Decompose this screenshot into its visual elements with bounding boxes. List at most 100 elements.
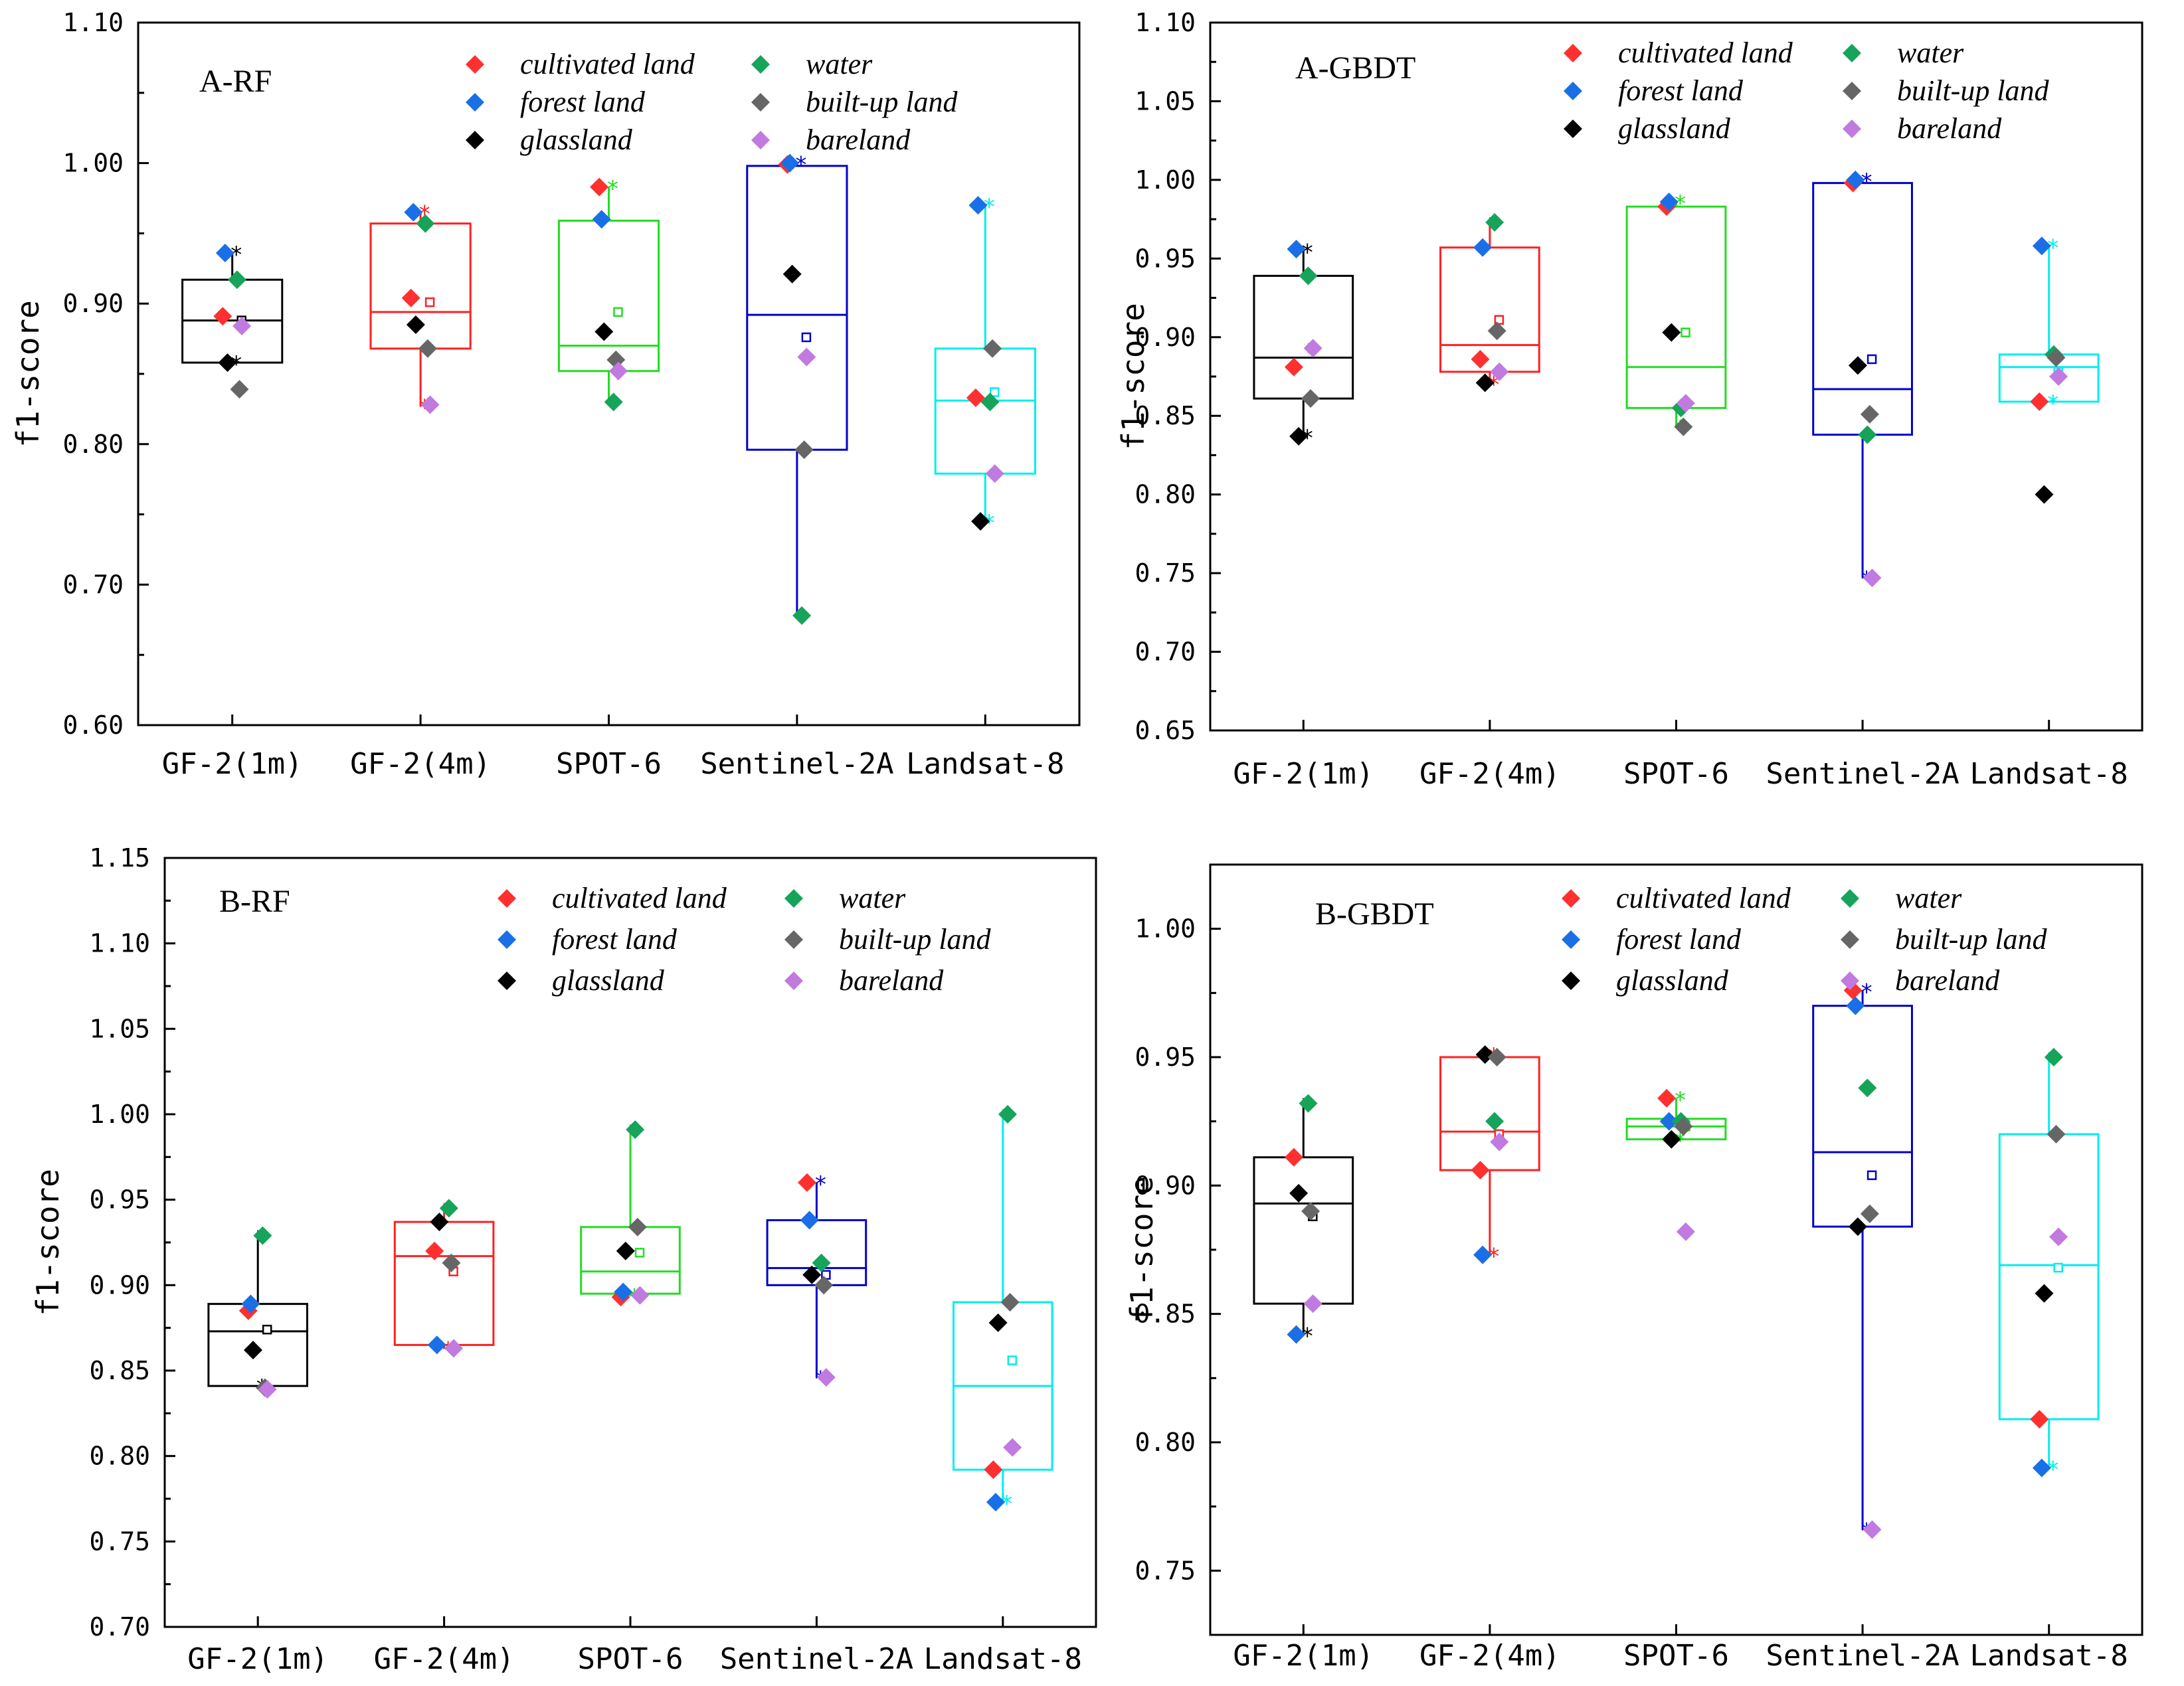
data-point-cultivated-land (590, 177, 609, 197)
box-landsat-8: ** (1998, 234, 2100, 417)
series-built-up-land (1301, 321, 2066, 436)
y-tick-label: 0.95 (1135, 244, 1196, 273)
data-point-glassland (594, 322, 614, 341)
box-mean-marker (1866, 354, 1877, 365)
box-mean-marker (1681, 327, 1690, 337)
box-iqr (369, 222, 472, 350)
y-axis-title: f1-score (10, 300, 46, 448)
legend-label-water: water (1895, 882, 1962, 914)
data-point-bareland (1676, 1222, 1695, 1241)
y-tick-label: 0.85 (1135, 401, 1196, 430)
whisker-cap-low: * (982, 510, 996, 537)
data-point-glassland (2035, 485, 2054, 504)
legend-marker-water (1843, 44, 1861, 62)
x-tick-label-sentinel-2a: Sentinel-2A (1766, 1639, 1959, 1673)
box-gf-2-4m: ** (369, 201, 472, 422)
legend-marker-built-up-land (1843, 82, 1861, 100)
box-iqr (1625, 205, 1727, 409)
y-tick-label: 0.80 (89, 1442, 150, 1471)
data-point-glassland (1848, 356, 1867, 375)
legend-label-glassland: glassland (552, 964, 665, 997)
data-point-glassland (1848, 1217, 1867, 1236)
box-iqr (746, 165, 848, 451)
legend: cultivated land forest land glassland water… (1562, 882, 2048, 997)
box-iqr (1812, 1005, 1913, 1228)
series-cultivated-land (1284, 173, 2049, 411)
x-tick-label-gf-2-1m: GF-2(1m) (162, 747, 303, 781)
y-tick-label: 0.80 (1135, 1428, 1196, 1457)
data-point-cultivated-land (1471, 1161, 1490, 1180)
series-glassland (1289, 323, 2054, 504)
y-tick-label: 1.00 (1135, 165, 1196, 195)
data-point-water (604, 392, 623, 412)
series-bareland (258, 1286, 1022, 1457)
data-point-water (1858, 1078, 1877, 1098)
data-point-bareland (816, 1368, 836, 1387)
whisker-cap-low: * (1301, 1323, 1314, 1350)
data-point-water (2044, 1048, 2063, 1066)
data-point-water (980, 392, 1000, 412)
data-point-built-up-land (628, 1217, 647, 1236)
legend-label-cultivated-land: cultivated land (552, 882, 727, 914)
legend-label-bareland: bareland (806, 124, 911, 156)
series-built-up-land (1301, 1048, 2066, 1223)
chart-panel-a-gbdt: 0.65 0.70 0.75 0.80 0.85 0.90 0.95 1.00 1.05 1.10… (1115, 8, 2143, 791)
data-point-forest-land (1287, 1325, 1306, 1344)
legend-label-built-up-land: built-up land (839, 923, 992, 956)
data-point-bareland (1863, 568, 1882, 588)
y-tick-label: 0.65 (1135, 716, 1196, 745)
data-point-cultivated-land (1471, 349, 1490, 369)
x-tick-label-gf-2-4m: GF-2(4m) (350, 747, 491, 781)
data-point-built-up-land (1000, 1293, 1020, 1312)
series-built-up-land (230, 339, 1002, 460)
data-point-forest-land (614, 1282, 633, 1302)
legend-label-built-up-land: built-up land (1895, 923, 2048, 956)
data-point-built-up-land (1674, 1117, 1693, 1136)
legend-marker-forest-land (498, 930, 516, 949)
box-mean-marker (262, 1324, 272, 1335)
legend-marker-glassland (1564, 120, 1582, 138)
legend-marker-water (751, 55, 770, 74)
data-point-built-up-land (418, 339, 437, 358)
legend: cultivated land forest land glassland water… (466, 48, 958, 156)
y-tick-label: 0.75 (1135, 558, 1196, 588)
box-iqr (934, 347, 1036, 475)
data-point-glassland (782, 264, 802, 284)
box-mean-marker (424, 297, 435, 307)
legend-marker-built-up-land (751, 93, 770, 112)
y-tick-label: 0.70 (1135, 637, 1196, 667)
box-mean-marker (613, 307, 623, 317)
box-gf-2-1m: ** (1253, 239, 1354, 452)
legend-marker-glassland (466, 131, 484, 149)
data-point-water (1858, 425, 1877, 444)
y-tick-label: 1.00 (89, 1100, 150, 1129)
data-point-built-up-land (1860, 404, 1879, 424)
x-tick-label-gf-2-1m: GF-2(1m) (1233, 757, 1374, 791)
box-mean-marker (990, 387, 1000, 397)
y-tick-label: 1.15 (89, 843, 150, 873)
data-point-bareland (1003, 1438, 1022, 1457)
data-point-water (998, 1105, 1017, 1124)
y-tick-label: 1.10 (1135, 8, 1196, 37)
box-sentinel-2a: ** (766, 1171, 867, 1392)
data-point-bareland (1303, 1294, 1322, 1313)
box-mean-marker (634, 1248, 645, 1258)
data-point-bareland (2049, 367, 2068, 386)
data-point-built-up-land (1860, 1204, 1879, 1223)
box-sentinel-2a: ** (1812, 169, 1913, 593)
y-tick-label: 0.75 (89, 1527, 150, 1556)
box-gf-2-1m: ** (181, 242, 284, 378)
data-point-water (1299, 1094, 1318, 1113)
data-point-forest-land (2032, 1458, 2051, 1477)
data-point-forest-land (780, 153, 800, 173)
legend-label-water: water (839, 882, 906, 914)
legend: cultivated land forest land glassland water… (1564, 37, 2050, 145)
data-point-cultivated-land (2030, 1410, 2049, 1429)
y-tick-label: 0.75 (1135, 1556, 1196, 1585)
box-iqr (1439, 246, 1540, 373)
series-water (253, 1105, 1017, 1272)
x-tick-label-gf-2-4m: GF-2(4m) (1419, 757, 1560, 791)
series-cultivated-land (213, 155, 985, 407)
whisker-cap-high: * (982, 194, 996, 220)
y-tick-label: 1.10 (89, 929, 150, 958)
